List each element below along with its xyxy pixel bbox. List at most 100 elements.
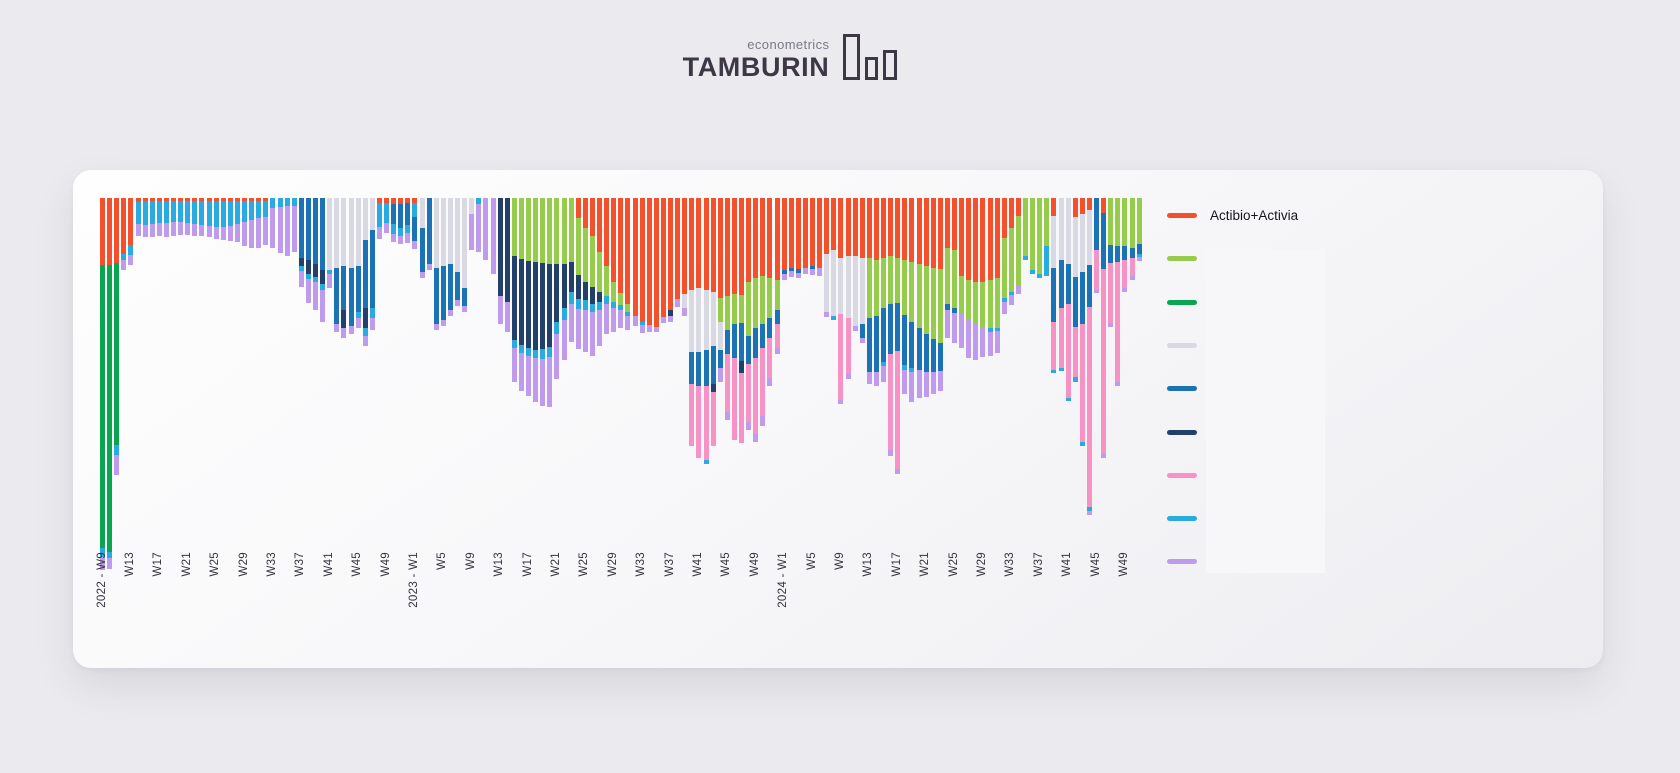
bar[interactable]: [1122, 198, 1128, 292]
bar[interactable]: [128, 198, 134, 265]
bar[interactable]: [753, 198, 759, 442]
bar[interactable]: [731, 198, 737, 440]
bar[interactable]: [1058, 198, 1064, 371]
bar[interactable]: [249, 198, 255, 248]
bar[interactable]: [199, 198, 205, 236]
bar[interactable]: [660, 198, 666, 323]
bar[interactable]: [795, 198, 801, 278]
bar[interactable]: [952, 198, 957, 343]
bar[interactable]: [781, 198, 787, 280]
bar[interactable]: [1044, 198, 1050, 276]
bar[interactable]: [171, 198, 176, 236]
bar[interactable]: [121, 198, 127, 270]
bar[interactable]: [1030, 198, 1036, 274]
bar[interactable]: [937, 198, 943, 391]
bar[interactable]: [895, 198, 901, 474]
bar[interactable]: [277, 198, 283, 253]
legend-item-2[interactable]: [1167, 254, 1197, 263]
bar[interactable]: [852, 198, 858, 331]
bar[interactable]: [1115, 198, 1121, 386]
bar[interactable]: [710, 198, 716, 446]
bar[interactable]: [682, 198, 688, 316]
bar[interactable]: [213, 198, 219, 239]
bar[interactable]: [1001, 198, 1007, 314]
bar[interactable]: [540, 198, 546, 406]
bar[interactable]: [149, 198, 155, 237]
bar[interactable]: [405, 198, 411, 243]
bar[interactable]: [291, 198, 297, 252]
bar[interactable]: [859, 198, 865, 343]
bar[interactable]: [341, 198, 347, 338]
legend-item-9[interactable]: [1167, 557, 1197, 566]
bar[interactable]: [1108, 198, 1114, 327]
legend-item-7[interactable]: [1167, 471, 1197, 480]
bar[interactable]: [1129, 198, 1135, 280]
bar[interactable]: [980, 198, 986, 357]
bar[interactable]: [646, 198, 652, 332]
bar[interactable]: [717, 198, 723, 382]
bar[interactable]: [845, 198, 851, 379]
bar[interactable]: [284, 198, 290, 256]
bar[interactable]: [1015, 198, 1021, 294]
bar[interactable]: [462, 198, 468, 312]
bar[interactable]: [305, 198, 311, 303]
bar[interactable]: [234, 198, 240, 242]
legend-item-3[interactable]: [1167, 298, 1197, 307]
bar[interactable]: [1079, 198, 1085, 446]
bar[interactable]: [320, 198, 326, 322]
bar[interactable]: [994, 198, 1000, 353]
bar[interactable]: [724, 198, 730, 420]
bar[interactable]: [1136, 198, 1142, 261]
bar[interactable]: [469, 198, 475, 250]
bar[interactable]: [966, 198, 972, 358]
bar[interactable]: [987, 198, 993, 356]
bar[interactable]: [810, 198, 815, 275]
bar[interactable]: [554, 198, 560, 379]
bar[interactable]: [1072, 198, 1078, 382]
bar[interactable]: [511, 198, 517, 382]
bar[interactable]: [313, 198, 318, 310]
bar[interactable]: [866, 198, 872, 384]
bar[interactable]: [490, 198, 496, 274]
bar[interactable]: [838, 198, 844, 404]
bar[interactable]: [100, 198, 105, 570]
bar[interactable]: [774, 198, 780, 354]
bar[interactable]: [739, 198, 744, 443]
bar[interactable]: [653, 198, 659, 332]
bar[interactable]: [518, 198, 524, 391]
bar[interactable]: [632, 198, 638, 326]
bar[interactable]: [802, 198, 808, 274]
bar[interactable]: [156, 198, 162, 236]
bar[interactable]: [930, 198, 936, 394]
bar[interactable]: [618, 198, 624, 328]
bar[interactable]: [1051, 198, 1057, 373]
bar[interactable]: [256, 198, 262, 248]
bar[interactable]: [568, 198, 574, 342]
bar[interactable]: [533, 198, 539, 402]
bar[interactable]: [831, 198, 837, 320]
bar[interactable]: [888, 198, 894, 456]
bar[interactable]: [881, 198, 886, 382]
bar[interactable]: [135, 198, 141, 236]
bar[interactable]: [696, 198, 702, 458]
bar[interactable]: [959, 198, 965, 348]
bar[interactable]: [597, 198, 602, 346]
bar[interactable]: [1094, 198, 1099, 293]
bar[interactable]: [142, 198, 148, 237]
bar[interactable]: [873, 198, 879, 386]
bar[interactable]: [504, 198, 510, 332]
bar[interactable]: [1037, 198, 1043, 278]
bar[interactable]: [426, 198, 432, 270]
bar[interactable]: [369, 198, 375, 330]
bar[interactable]: [476, 198, 482, 252]
bar[interactable]: [604, 198, 610, 334]
legend-item-5[interactable]: [1167, 384, 1197, 393]
bar[interactable]: [391, 198, 397, 242]
bar[interactable]: [376, 198, 382, 239]
legend-item-1[interactable]: Actibio+Activia: [1167, 208, 1298, 223]
bar[interactable]: [334, 198, 340, 332]
bar[interactable]: [220, 198, 226, 240]
bar[interactable]: [263, 198, 269, 245]
bar[interactable]: [1065, 198, 1071, 401]
bar[interactable]: [675, 198, 681, 307]
